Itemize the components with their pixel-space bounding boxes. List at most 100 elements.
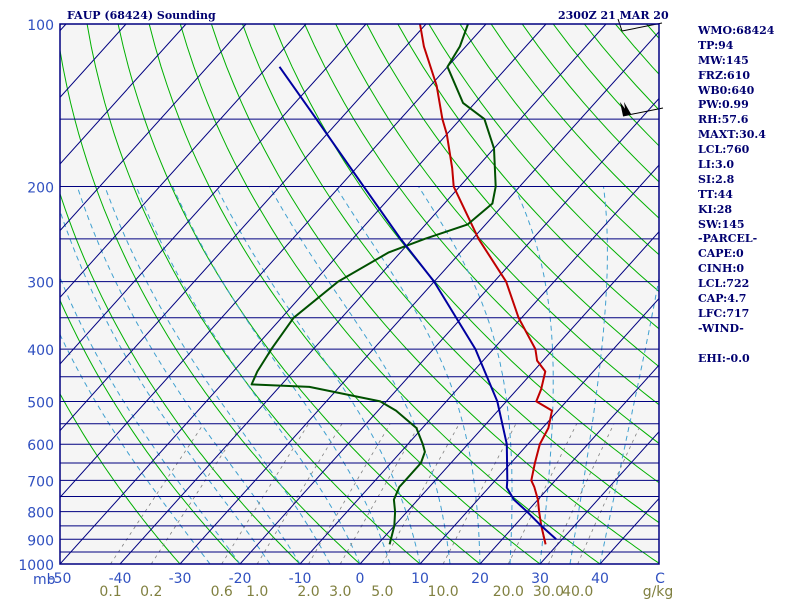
mixing-ratio-line <box>150 423 243 564</box>
plot-frame <box>59 23 660 565</box>
isotherm-line <box>60 24 307 299</box>
temperature-tick-label: 30 <box>531 571 549 587</box>
mixing-ratio-lines <box>110 423 642 564</box>
index-item: CAPE:0 <box>698 247 744 261</box>
index-item: SI:2.8 <box>698 172 735 186</box>
isotherm-line <box>119 24 607 564</box>
index-item: WMO:68424 <box>698 24 775 37</box>
index-item: LCL:760 <box>698 143 750 157</box>
mixing-ratio-line <box>256 423 343 564</box>
temperature-tick-label: 0 <box>356 571 365 587</box>
moist-adiabat-line <box>268 186 451 564</box>
index-item: TP:94 <box>698 38 734 52</box>
isotherm-line <box>359 231 659 564</box>
isotherms <box>0 24 659 564</box>
wind-barb-icon <box>620 102 664 117</box>
index-item <box>698 337 774 352</box>
temperature-unit-label: C <box>655 571 665 587</box>
index-item: LFC:717 <box>698 306 750 320</box>
mixing-ratio-label: 40.0 <box>562 584 593 600</box>
mixing-ratio-label: 2.0 <box>297 584 319 600</box>
isotherm-line <box>239 97 659 564</box>
temperature-profile-line <box>419 24 553 545</box>
pressure-tick-label: 400 <box>27 343 54 359</box>
pressure-tick-label: 700 <box>27 474 54 490</box>
isotherm-line <box>60 24 427 432</box>
pressure-unit-label: mb <box>33 572 56 588</box>
temperature-tick-label: 20 <box>471 571 489 587</box>
index-item: LCL:722 <box>698 277 750 291</box>
isobars <box>60 24 659 564</box>
pressure-tick-label: 900 <box>27 533 54 549</box>
index-item: RH:57.6 <box>698 113 749 127</box>
mixing-ratio-label: 0.6 <box>211 584 233 600</box>
pressure-tick-label: 1000 <box>18 558 54 574</box>
mixing-ratio-line <box>221 423 309 564</box>
temperature-tick-label: -30 <box>169 571 192 587</box>
temperature-tick-label: -40 <box>109 571 132 587</box>
isotherm-line <box>539 431 659 564</box>
mixing-ratio-label: 0.1 <box>99 584 121 600</box>
mixing-ratio-line <box>308 423 391 564</box>
isotherm-line <box>60 24 367 365</box>
pressure-tick-label: 600 <box>27 438 54 454</box>
mixing-ratio-label: 10.0 <box>428 584 459 600</box>
index-item: CINH:0 <box>698 262 745 276</box>
mixing-ratio-line <box>110 423 205 564</box>
pressure-tick-label: 200 <box>27 181 54 197</box>
mixing-ratio-label: 1.0 <box>246 584 268 600</box>
isotherm-line <box>0 24 6 564</box>
mixing-ratio-line <box>548 423 615 564</box>
temperature-labels: -50 -40 -30 -20 -10 0 10 20 30 40 C <box>49 571 666 587</box>
moist-adiabat-line <box>104 186 331 564</box>
index-item: LI:3.0 <box>698 158 735 172</box>
mixing-ratio-label: 20.0 <box>493 584 524 600</box>
pressure-tick-label: 100 <box>27 18 54 34</box>
stability-indices-list: WMO:68424 TP:94 MW:145 FRZ:610 WB0:640 PW:0.9… <box>698 24 774 366</box>
pressure-tick-label: 300 <box>27 276 54 292</box>
mixing-ratio-line <box>577 423 642 564</box>
temperature-tick-label: -50 <box>49 571 72 587</box>
isotherm-line <box>60 24 187 165</box>
isotherm-line <box>179 31 659 564</box>
index-item: CAP:4.7 <box>698 292 747 306</box>
isotherm-line <box>60 24 487 499</box>
index-item: FRZ:610 <box>698 68 751 82</box>
mixing-ratio-line <box>339 423 421 564</box>
pressure-tick-label: 800 <box>27 506 54 522</box>
isotherm-line <box>60 24 547 564</box>
moist-adiabat-line <box>599 275 659 564</box>
temperature-tick-label: 40 <box>591 571 609 587</box>
temperature-tick-label: 10 <box>411 571 429 587</box>
mixing-ratio-label: 0.2 <box>140 584 162 600</box>
index-item: WB0:640 <box>698 83 755 97</box>
temperature-tick-label: -10 <box>289 571 312 587</box>
mixing-ratio-label: 5.0 <box>371 584 393 600</box>
index-item: MAXT:30.4 <box>698 128 766 142</box>
pressure-tick-label: 500 <box>27 395 54 411</box>
temperature-tick-label: -20 <box>229 571 252 587</box>
index-item: -PARCEL- <box>698 232 758 246</box>
index-item: PW:0.99 <box>698 98 749 112</box>
index-item: TT:44 <box>698 187 733 201</box>
observation-time: 2300Z 21 MAR 20 <box>558 9 669 22</box>
chart-title: FAUP (68424) Sounding <box>67 9 216 22</box>
mixing-ratio-unit-label: g/kg <box>643 584 674 600</box>
index-item: KI:28 <box>698 202 733 216</box>
mixing-ratio-labels: 0.1 0.2 0.6 1.0 2.0 3.0 5.0 10.0 20.0 30.040.0 g/k… <box>99 584 673 600</box>
moist-adiabat-line <box>172 186 391 564</box>
isotherm-line <box>479 364 659 564</box>
index-item: MW:145 <box>698 53 749 67</box>
isotherm-line <box>299 164 659 564</box>
sounding-profiles <box>250 24 557 545</box>
mixing-ratio-label: 3.0 <box>329 584 351 600</box>
parcel-profile-line <box>278 66 557 541</box>
index-item: SW:145 <box>698 217 745 231</box>
mixing-ratio-label: 30.0 <box>533 584 564 600</box>
index-item: EHI:-0.0 <box>698 351 750 365</box>
isotherm-line <box>60 24 247 232</box>
index-item: -WIND- <box>698 321 744 335</box>
isotherm-line <box>419 297 659 564</box>
